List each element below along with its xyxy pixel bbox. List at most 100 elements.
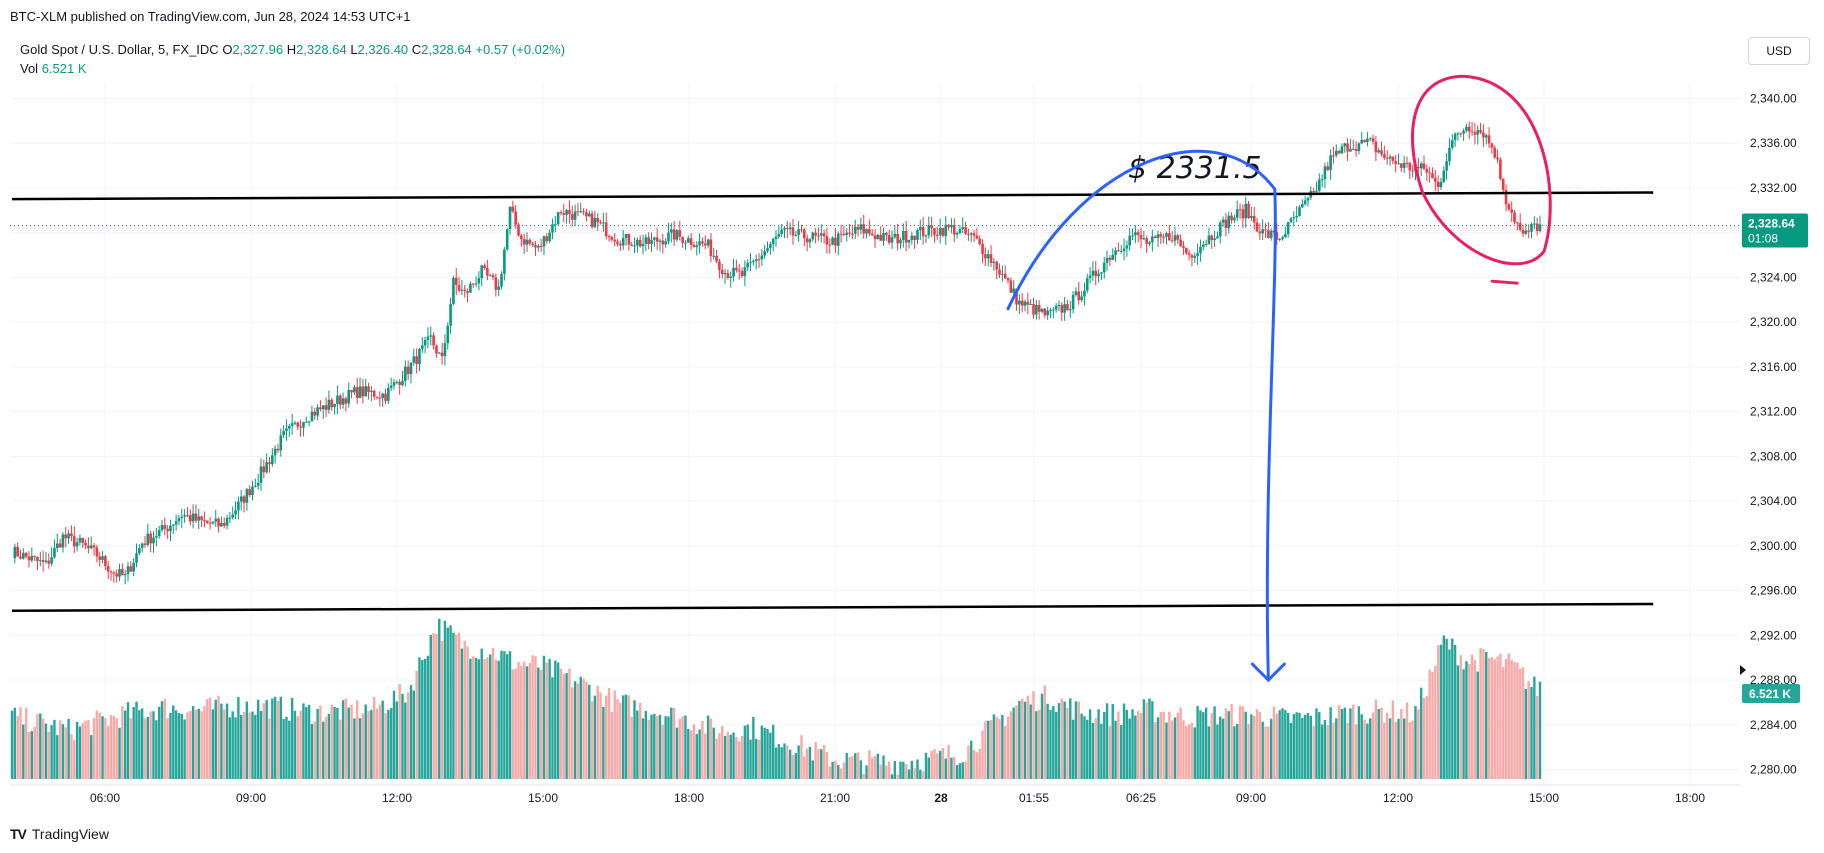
volume-bar xyxy=(299,710,302,779)
candle-body xyxy=(1238,209,1242,211)
candle-body xyxy=(607,236,611,238)
candle-body xyxy=(1046,310,1049,316)
volume-bar xyxy=(760,725,764,779)
time-tick-label: 06:00 xyxy=(90,791,120,805)
candle-body xyxy=(140,543,144,549)
candle-body xyxy=(217,518,220,527)
volume-bar xyxy=(1221,718,1225,779)
volume-bar xyxy=(392,690,396,779)
candle-body xyxy=(1434,178,1437,182)
volume-bar xyxy=(217,695,220,779)
volume-bar xyxy=(871,757,874,779)
volume-bar xyxy=(531,655,534,779)
candle-body xyxy=(1267,230,1270,238)
candle-body xyxy=(1241,209,1245,219)
volume-bar xyxy=(675,727,679,779)
candle-body xyxy=(573,211,577,220)
candle-body xyxy=(1442,170,1446,182)
candle-body xyxy=(1094,270,1098,277)
volume-bar xyxy=(508,651,512,779)
volume-bar xyxy=(1340,709,1344,779)
volume-bar xyxy=(491,647,495,779)
volume-bar xyxy=(146,716,150,779)
volume-bar xyxy=(406,692,410,779)
volume-bar xyxy=(107,725,110,779)
volume-bar xyxy=(695,734,698,779)
candle-body xyxy=(211,521,215,524)
candle-body xyxy=(1286,221,1290,235)
candle-body xyxy=(899,239,902,244)
volume-bar xyxy=(347,707,350,779)
volume-bar xyxy=(1258,711,1262,779)
volume-bar xyxy=(220,703,223,779)
time-tick-label: 28 xyxy=(934,791,948,805)
candle-body xyxy=(845,232,849,235)
volume-bar xyxy=(1278,710,1281,779)
candle-body xyxy=(576,211,580,213)
volume-bar xyxy=(1323,719,1327,779)
candle-body xyxy=(316,407,319,416)
candle-body xyxy=(483,265,486,269)
volume-bar xyxy=(576,683,580,779)
volume-bar xyxy=(1298,712,1301,779)
volume-bar xyxy=(336,707,339,779)
volume-bar xyxy=(927,757,930,779)
volume-bar xyxy=(890,774,894,779)
last-price-tag xyxy=(1742,213,1808,248)
legend-vol-label[interactable]: Vol xyxy=(20,61,39,76)
volume-bar xyxy=(842,762,846,779)
volume-bar xyxy=(610,712,614,779)
candle-body xyxy=(1252,215,1256,223)
volume-bar xyxy=(1516,662,1519,779)
volume-bar xyxy=(1422,697,1426,779)
candle-body xyxy=(542,236,546,247)
price-tick-label: 2,324.00 xyxy=(1750,270,1797,284)
volume-bar xyxy=(1326,725,1329,779)
volume-bar xyxy=(1405,702,1409,779)
volume-bar xyxy=(1419,687,1423,779)
legend-symbol[interactable]: Gold Spot / U.S. Dollar, 5, FX_IDC xyxy=(20,42,219,57)
volume-bar xyxy=(92,717,96,779)
candle-body xyxy=(64,534,68,539)
volume-bar xyxy=(1083,716,1086,779)
volume-bar xyxy=(1060,698,1063,779)
time-tick-label: 18:00 xyxy=(674,791,704,805)
candle-body xyxy=(1436,181,1440,188)
volume-bar xyxy=(791,754,795,779)
candle-body xyxy=(1003,273,1007,279)
candle-body xyxy=(307,421,311,423)
volume-bar xyxy=(41,718,45,779)
volume-bar xyxy=(1204,707,1208,779)
volume-bar xyxy=(1040,693,1044,779)
candle-body xyxy=(203,519,206,521)
candle-body xyxy=(237,501,240,511)
candle-body xyxy=(146,533,150,545)
volume-bar xyxy=(865,765,868,779)
candle-body xyxy=(1063,304,1066,313)
candle-body xyxy=(503,249,506,274)
candle-body xyxy=(19,556,22,559)
tradingview-brand[interactable]: TV TradingView xyxy=(10,826,109,842)
volume-bar xyxy=(1281,708,1284,779)
volume-bar xyxy=(992,714,996,779)
candle-body xyxy=(149,533,152,544)
volume-bar xyxy=(539,669,543,779)
candle-body xyxy=(794,235,798,237)
volume-bar xyxy=(1465,661,1468,779)
candle-body xyxy=(1083,290,1086,297)
volume-bar xyxy=(862,773,865,779)
volume-bar xyxy=(1473,660,1477,779)
candle-body xyxy=(135,553,138,563)
candle-body xyxy=(58,543,62,548)
volume-bar xyxy=(78,726,82,779)
currency-button[interactable]: USD xyxy=(1748,37,1810,65)
volume-bar xyxy=(950,757,953,779)
candle-body xyxy=(214,518,218,522)
candle-body xyxy=(1227,215,1231,229)
candle-body xyxy=(749,262,752,264)
price-tick-label: 2,304.00 xyxy=(1750,494,1797,508)
candle-body xyxy=(624,233,628,239)
candle-body xyxy=(381,393,384,399)
volume-bar xyxy=(36,713,39,779)
